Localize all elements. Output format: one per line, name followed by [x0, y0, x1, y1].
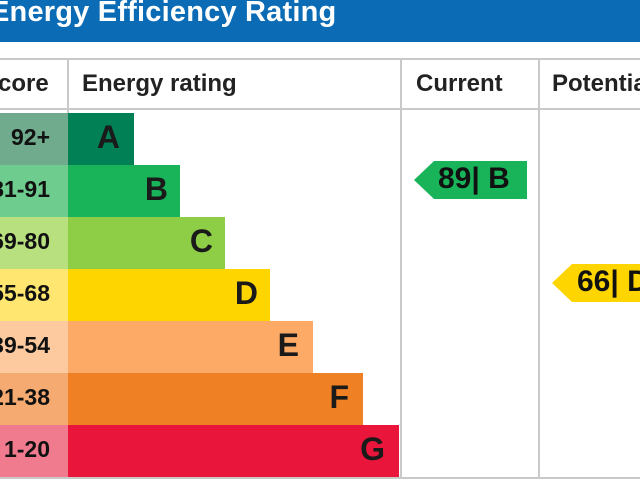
band-f: F: [68, 373, 363, 425]
title-bar: Energy Efficiency Rating: [0, 0, 640, 42]
band-d: D: [68, 269, 270, 321]
band-g: G: [68, 425, 399, 477]
score-label: 92+: [10, 124, 50, 150]
band-letter: E: [277, 327, 299, 363]
potential-rating-arrow: [552, 264, 640, 302]
current-rating-label: 89| B: [438, 162, 510, 195]
band-b: B: [68, 165, 180, 217]
band-letter: A: [96, 119, 120, 155]
chart-title: Energy Efficiency Rating: [0, 0, 337, 28]
potential-rating-label: 66| D: [577, 265, 640, 298]
header-energy-rating: Energy rating: [82, 70, 237, 97]
band-letter: C: [189, 223, 213, 259]
band-score-g: 1-20: [0, 425, 68, 477]
band-letter: D: [234, 275, 258, 311]
band-letter: F: [329, 379, 349, 415]
score-label: 81-91: [0, 176, 50, 202]
band-score-e: 39-54: [0, 321, 68, 373]
score-label: 69-80: [0, 228, 50, 254]
score-label: 21-38: [0, 384, 50, 410]
band-a: A: [68, 113, 134, 165]
current-arrow-shape: [414, 161, 527, 199]
band-score-a: 92+: [0, 113, 68, 165]
score-label: 39-54: [0, 332, 50, 358]
score-label: 1-20: [3, 436, 50, 462]
rating-table: [0, 58, 640, 479]
potential-arrow-shape: [552, 264, 640, 302]
band-score-d: 55-68: [0, 269, 68, 321]
header-score: Score: [0, 70, 49, 97]
band-score-f: 21-38: [0, 373, 68, 425]
divider: [400, 58, 402, 479]
band-letter: B: [144, 171, 168, 207]
band-letter: G: [360, 431, 385, 467]
divider: [0, 108, 640, 110]
score-label: 55-68: [0, 280, 50, 306]
band-c: C: [68, 217, 225, 269]
band-score-b: 81-91: [0, 165, 68, 217]
band-e: E: [68, 321, 313, 373]
header-current: Current: [416, 70, 503, 97]
divider: [538, 58, 540, 479]
current-rating-arrow: [414, 161, 527, 199]
header-potential: Potential: [552, 70, 640, 97]
band-score-c: 69-80: [0, 217, 68, 269]
